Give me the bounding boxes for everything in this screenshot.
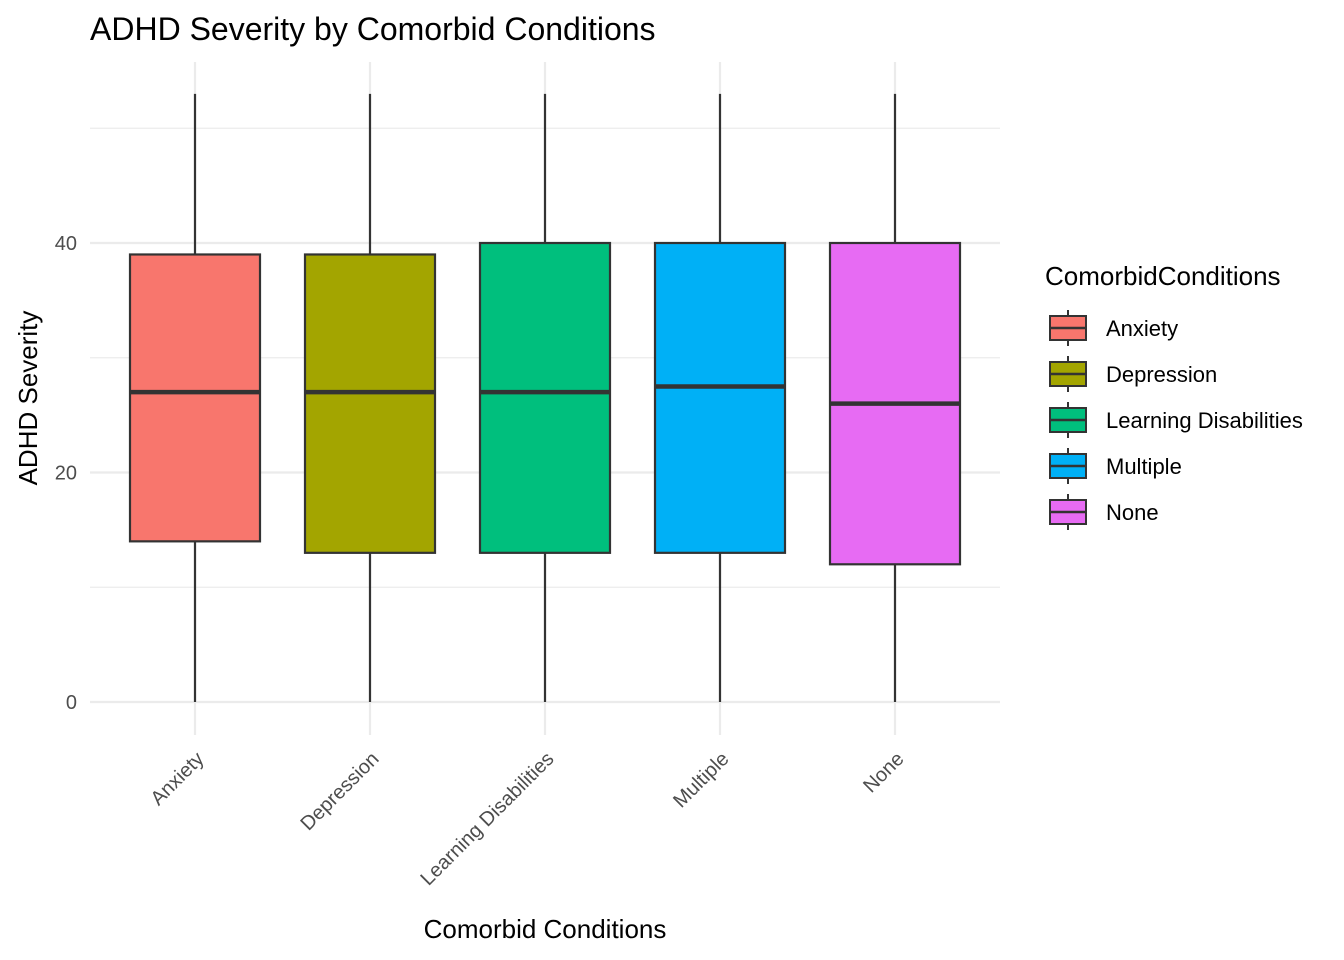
legend-label: Depression xyxy=(1106,362,1217,387)
legend-item: Multiple xyxy=(1049,448,1182,484)
x-tick-label: Multiple xyxy=(669,748,733,812)
x-axis-ticks: Anxiety Depression Learning Disabilities Mu… xyxy=(147,748,909,890)
y-tick-label: 0 xyxy=(66,692,77,714)
x-tick-label: Depression xyxy=(296,748,383,835)
y-axis-ticks: 0 20 40 xyxy=(55,233,77,714)
y-tick-label: 40 xyxy=(55,233,77,255)
box-body xyxy=(653,241,787,554)
legend: ComorbidConditions Anxiety Depression Lear… xyxy=(1045,261,1303,530)
chart-title: ADHD Severity by Comorbid Conditions xyxy=(90,11,656,47)
x-tick-label: Learning Disabilities xyxy=(416,748,558,890)
legend-item: None xyxy=(1049,494,1159,530)
box-multiple xyxy=(653,93,787,702)
legend-label: Anxiety xyxy=(1106,316,1178,341)
box-anxiety xyxy=(128,93,262,702)
legend-item: Depression xyxy=(1049,356,1217,392)
x-tick-label: Anxiety xyxy=(147,748,209,810)
legend-title: ComorbidConditions xyxy=(1045,261,1281,291)
legend-label: Learning Disabilities xyxy=(1106,408,1303,433)
legend-item: Learning Disabilities xyxy=(1049,402,1303,438)
box-depression xyxy=(303,93,437,702)
boxes xyxy=(128,93,962,702)
box-none xyxy=(828,93,962,702)
box-learning-disabilities xyxy=(478,93,612,702)
box-body xyxy=(478,241,612,554)
legend-label: Multiple xyxy=(1106,454,1182,479)
x-tick-label: None xyxy=(859,748,908,797)
y-axis-title: ADHD Severity xyxy=(13,311,43,486)
x-axis-title: Comorbid Conditions xyxy=(424,914,667,944)
y-tick-label: 20 xyxy=(55,463,77,485)
legend-item: Anxiety xyxy=(1049,310,1178,346)
legend-label: None xyxy=(1106,500,1159,525)
box-body xyxy=(303,253,437,554)
box-body xyxy=(128,253,262,543)
